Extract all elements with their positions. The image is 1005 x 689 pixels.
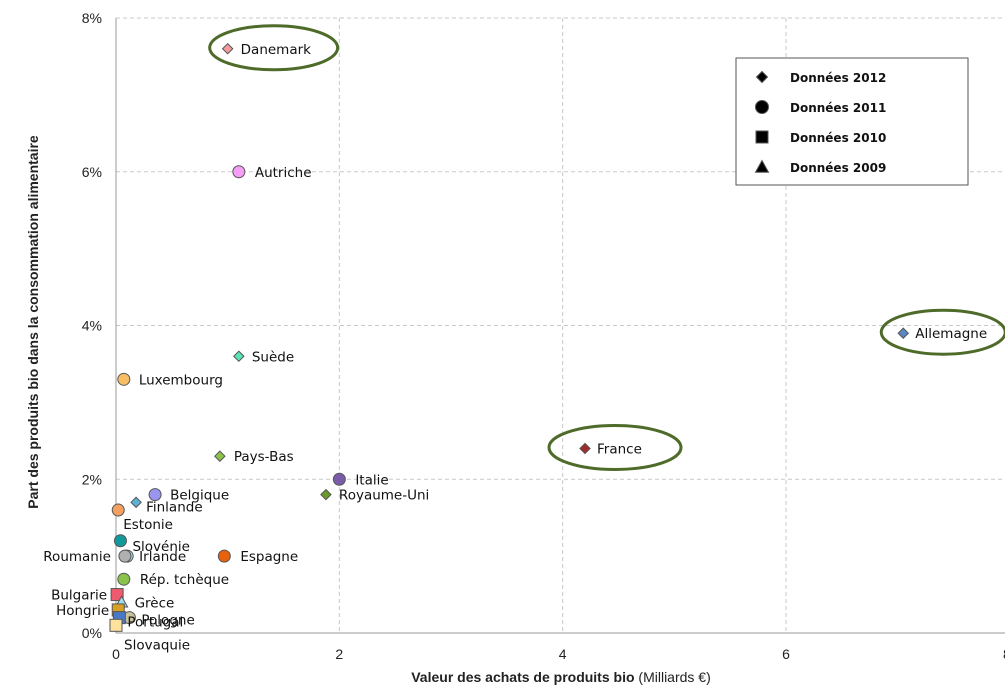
- legend-label: Données 2010: [790, 131, 886, 145]
- point-label: Estonie: [123, 517, 173, 533]
- data-point-square: [755, 130, 769, 144]
- legend-label: Données 2011: [790, 101, 886, 115]
- y-tick-label: 6%: [82, 164, 102, 180]
- x-axis-title: Valeur des achats de produits bio (Milli…: [411, 669, 711, 685]
- x-tick-label: 2: [335, 646, 343, 662]
- x-tick-label: 0: [112, 646, 120, 662]
- point-label: Portugal: [127, 615, 183, 631]
- data-point-diamond: [214, 450, 226, 462]
- point-label: Belgique: [170, 488, 229, 504]
- point-label: Irlande: [139, 549, 186, 565]
- data-point-triangle: [754, 159, 770, 173]
- data-point-diamond: [755, 70, 769, 84]
- data-point-circle: [118, 549, 132, 563]
- legend-label: Données 2012: [790, 71, 886, 85]
- x-axis-title-unit: (Milliards €): [635, 669, 711, 685]
- point-label: Royaume-Uni: [339, 488, 429, 504]
- data-points: [109, 42, 910, 632]
- highlight-ellipse: [879, 308, 1005, 356]
- point-label: Grèce: [135, 595, 175, 611]
- legend-label: Données 2009: [790, 161, 886, 175]
- data-point-diamond: [130, 496, 142, 509]
- highlight-ellipse: [208, 24, 340, 72]
- data-point-diamond: [233, 350, 245, 363]
- point-label: Pays-Bas: [234, 449, 294, 465]
- data-point-circle: [111, 503, 125, 517]
- y-tick-label: 4%: [82, 318, 102, 334]
- x-tick-label: 8: [1003, 646, 1005, 662]
- x-tick-label: 4: [559, 646, 567, 662]
- point-label: Luxembourg: [139, 372, 223, 388]
- data-point-square: [109, 618, 123, 632]
- data-point-circle: [217, 549, 231, 563]
- x-tick-label: 6: [782, 646, 790, 662]
- grid: [116, 17, 1005, 633]
- data-point-circle: [117, 572, 131, 586]
- highlight-ellipse: [547, 424, 683, 471]
- point-label: Hongrie: [56, 603, 109, 619]
- data-point-diamond: [221, 42, 234, 55]
- point-label: Suède: [252, 349, 294, 365]
- axes: [115, 18, 1005, 634]
- data-point-circle: [148, 488, 162, 502]
- point-label: Espagne: [240, 549, 298, 565]
- point-label: Bulgarie: [51, 588, 107, 604]
- point-label: Rép. tchèque: [140, 572, 229, 588]
- point-label: Autriche: [255, 165, 312, 181]
- tick-labels: 0% 2% 4% 6% 8% 0 2 4 6 8: [82, 10, 1005, 662]
- point-label: Roumanie: [43, 549, 111, 565]
- point-label: Danemark: [241, 42, 312, 58]
- legend: Données 2012 Données 2011 Données 2010 Donn…: [735, 57, 969, 186]
- y-tick-label: 0%: [82, 625, 102, 641]
- data-point-circle: [755, 100, 769, 114]
- point-label: Slovaquie: [124, 637, 190, 653]
- data-point-circle: [117, 372, 131, 386]
- data-point-circle: [232, 165, 246, 179]
- point-label: Pologne: [141, 613, 194, 629]
- point-label: Allemagne: [915, 326, 987, 342]
- point-labels: Danemark Autriche Allemagne Suède Luxembourg…: [43, 42, 987, 654]
- data-point-diamond: [897, 327, 910, 339]
- y-tick-label: 2%: [82, 471, 102, 487]
- legend-box: [735, 57, 969, 186]
- data-point-circle: [332, 472, 346, 486]
- point-label: France: [597, 442, 642, 458]
- data-point-circle: [113, 534, 127, 548]
- point-label: Finlande: [146, 499, 203, 515]
- y-tick-label: 8%: [82, 10, 102, 26]
- y-axis-title: Part des produits bio dans la consommati…: [25, 135, 41, 509]
- highlight-ellipses: [208, 24, 1005, 471]
- point-label: Italie: [355, 472, 388, 488]
- data-point-square: [110, 588, 124, 602]
- point-label: Slovénie: [132, 539, 190, 555]
- x-axis-title-main: Valeur des achats de produits bio: [411, 669, 634, 685]
- data-point-diamond: [320, 488, 332, 501]
- data-point-diamond: [579, 442, 591, 455]
